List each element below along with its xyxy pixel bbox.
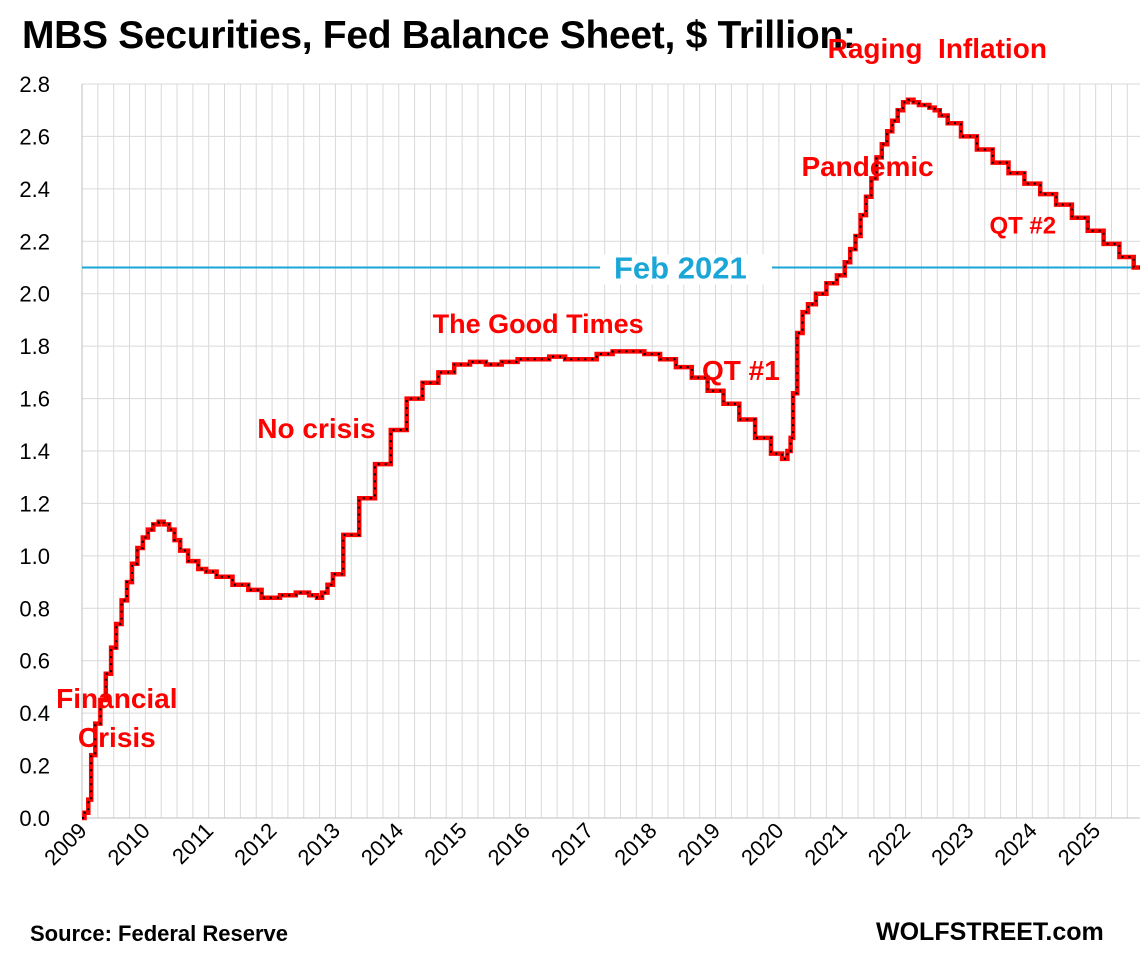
annotation-label: Raging Inflation: [828, 33, 1047, 64]
x-tick-label: 2022: [863, 818, 915, 870]
x-tick-label: 2017: [546, 818, 598, 870]
source-label: Source: Federal Reserve: [30, 921, 289, 946]
x-tick-label: 2019: [673, 818, 725, 870]
y-tick-label: 0.2: [19, 754, 50, 779]
x-tick-label: 2023: [926, 818, 978, 870]
annotation-label: Pandemic: [801, 151, 933, 182]
x-tick-label: 2012: [229, 818, 281, 870]
annotation-label: QT #1: [702, 355, 780, 386]
annotation-label: Crisis: [78, 722, 156, 753]
y-tick-label: 1.6: [19, 387, 50, 412]
reference-label-group: Feb 2021: [600, 251, 772, 286]
annotation-label: The Good Times: [433, 309, 644, 339]
y-tick-label: 0.8: [19, 596, 50, 621]
x-tick-label: 2014: [356, 818, 408, 870]
y-tick-label: 1.8: [19, 334, 50, 359]
y-tick-label: 2.4: [19, 177, 50, 202]
annotations: Financial Crisis No crisis The Good Times QT…: [56, 33, 1056, 753]
y-tick-label: 2.2: [19, 229, 50, 254]
y-tick-label: 0.4: [19, 701, 50, 726]
y-tick-label: 1.0: [19, 544, 50, 569]
x-tick-label: 2021: [799, 818, 851, 870]
x-tick-label: 2015: [419, 818, 471, 870]
y-tick-label: 0.6: [19, 649, 50, 674]
x-tick-label: 2018: [609, 818, 661, 870]
x-tick-label: 2010: [103, 818, 155, 870]
x-tick-label: 2013: [293, 818, 345, 870]
y-tick-label: 2.0: [19, 282, 50, 307]
x-tick-label: 2016: [483, 818, 535, 870]
gridlines: [81, 83, 1140, 819]
reference-label: Feb 2021: [614, 251, 747, 286]
series-markers: [82, 98, 1140, 819]
reference-label-background: [600, 254, 772, 285]
y-tick-label: 2.8: [19, 72, 50, 97]
y-tick-label: 0.0: [19, 806, 50, 831]
y-tick-label: 2.6: [19, 124, 50, 149]
x-axis-ticks: 2009 2010 2011 2012 2013 2014 2015 2016 2017 2018…: [39, 818, 1105, 870]
annotation-label: QT #2: [989, 212, 1056, 239]
annotation-label: No crisis: [257, 413, 375, 444]
x-tick-label: 2024: [990, 818, 1042, 870]
x-tick-label: 2025: [1053, 818, 1105, 870]
x-tick-label: 2020: [736, 818, 788, 870]
y-tick-label: 1.2: [19, 491, 50, 516]
y-axis-ticks: 0.0 0.2 0.4 0.6 0.8 1.0 1.2 1.4 1.6 1.8 2.0 2.2 2.4 2…: [19, 72, 50, 831]
x-tick-label: 2011: [167, 818, 218, 869]
brand-label: WOLFSTREET.com: [876, 918, 1104, 946]
annotation-label: Financial: [56, 683, 177, 714]
y-tick-label: 1.4: [19, 439, 50, 464]
chart-title: MBS Securities, Fed Balance Sheet, $ Tri…: [22, 14, 856, 57]
